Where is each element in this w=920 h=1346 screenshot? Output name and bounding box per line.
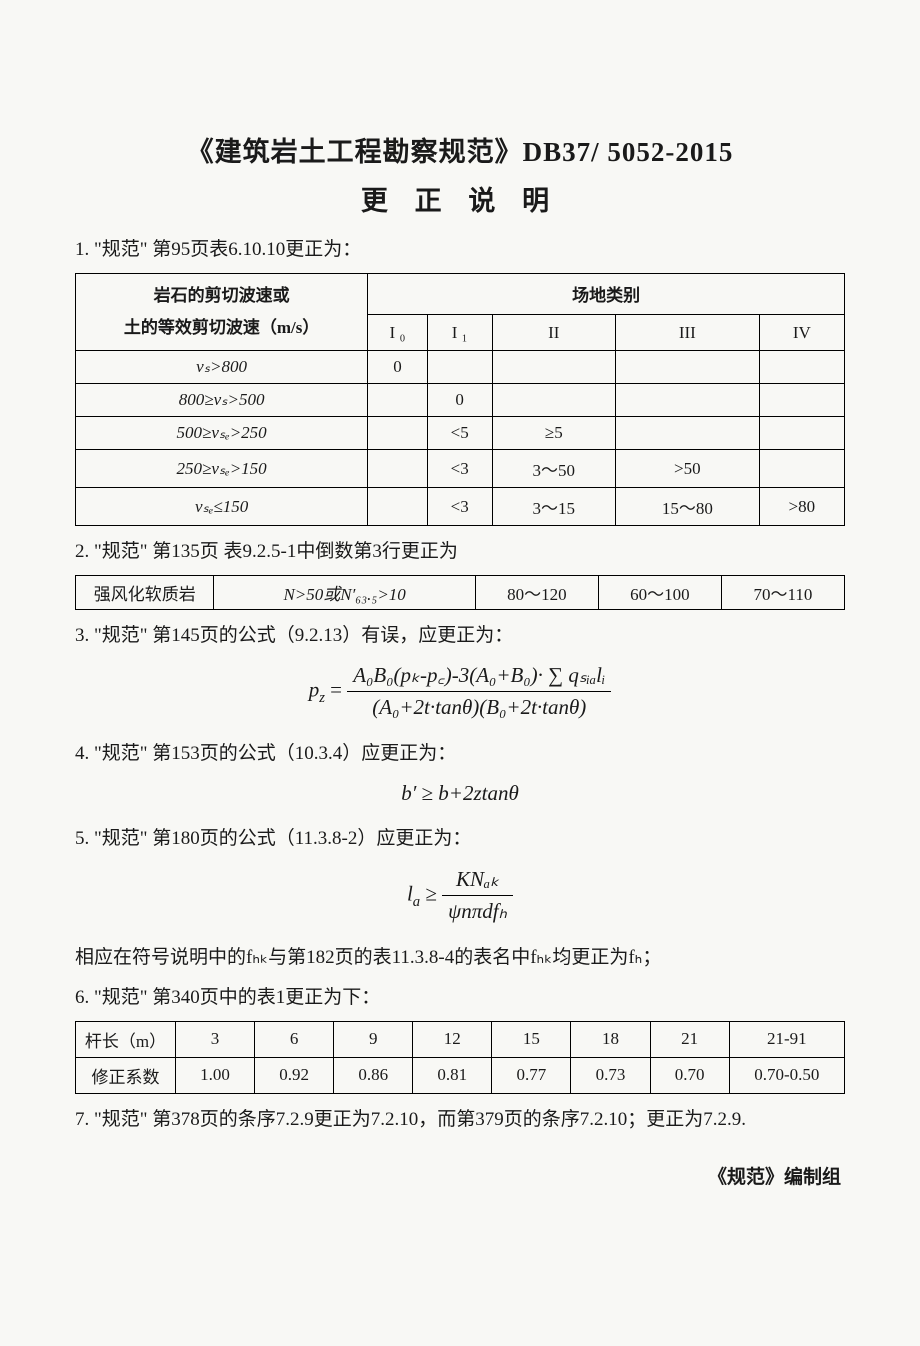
t1-r0-c1 [427, 351, 492, 384]
f3-num: A₀B₀(pₖ-p꜀)-3(A₀+B₀)· ∑ qₛᵢₐlᵢ [347, 662, 611, 692]
t3-r1-c8: 21-91 [729, 1021, 844, 1057]
formula-3: pz = A₀B₀(pₖ-p꜀)-3(A₀+B₀)· ∑ qₛᵢₐlᵢ (A₀+… [75, 662, 845, 722]
item-4-text: 4. "规范" 第153页的公式（10.3.4）应更正为： [75, 740, 845, 769]
t3-r2-c5: 0.77 [492, 1057, 571, 1093]
t1-row-2: 500≥vₛₑ>250 <5 ≥5 [76, 417, 845, 450]
f3-lhs: p [309, 678, 320, 702]
t1-r4-c4: >80 [759, 488, 844, 526]
t1-row-1: 800≥vₛ>500 0 [76, 384, 845, 417]
f5-num: KNₐₖ [442, 866, 513, 896]
t1-col-2: II [492, 315, 615, 351]
f5-lhs-sub: a [413, 894, 420, 910]
t1-col-4: IV [759, 315, 844, 351]
t1-r1-c2 [492, 384, 615, 417]
t1-r4-label: vₛₑ≤150 [76, 488, 368, 526]
t1-r1-c4 [759, 384, 844, 417]
table-2: 强风化软质岩 N>50或N′₆₃.₅>10 80～120 60～100 70～1… [75, 575, 845, 610]
t1-r1-label: 800≥vₛ>500 [76, 384, 368, 417]
item-2-text: 2. "规范" 第135页 表9.2.5-1中倒数第3行更正为 [75, 538, 845, 567]
signature: 《规范》编制组 [75, 1162, 845, 1189]
t1-r0-c3 [615, 351, 759, 384]
t3-r1-c7: 21 [650, 1021, 729, 1057]
t3-r2-c6: 0.73 [571, 1057, 650, 1093]
t1-r2-c2: ≥5 [492, 417, 615, 450]
t2-c4: 70～110 [721, 575, 844, 609]
t1-r1-c3 [615, 384, 759, 417]
t3-r1-c4: 12 [413, 1021, 492, 1057]
t3-r1-c6: 18 [571, 1021, 650, 1057]
t1-r0-c4 [759, 351, 844, 384]
t1-row-3: 250≥vₛₑ>150 <3 3～50 >50 [76, 450, 845, 488]
t1-r4-c1: <3 [427, 488, 492, 526]
t1-r2-c1: <5 [427, 417, 492, 450]
doc-title-main: 《建筑岩土工程勘察规范》DB37/ 5052-2015 [75, 130, 845, 169]
t3-r1-c1: 3 [175, 1021, 254, 1057]
t3-r2-c4: 0.81 [413, 1057, 492, 1093]
doc-title-sub: 更 正 说 明 [75, 179, 845, 218]
t3-r2-c7: 0.70 [650, 1057, 729, 1093]
t1-r4-c3: 15～80 [615, 488, 759, 526]
t1-r1-c1: 0 [427, 384, 492, 417]
t1-col-0: I ₀ [368, 315, 428, 351]
f3-lhs-sub: z [319, 690, 325, 706]
t1-col-3: III [615, 315, 759, 351]
t1-r3-c2: 3～50 [492, 450, 615, 488]
t1-hdr-left-line1: 岩石的剪切波速或 [154, 286, 290, 305]
item-6-text: 6. "规范" 第340页中的表1更正为下： [75, 984, 845, 1013]
t1-r0-label: vₛ>800 [76, 351, 368, 384]
t2-c3: 60～100 [598, 575, 721, 609]
f3-den: (A₀+2t·tanθ)(B₀+2t·tanθ) [347, 692, 611, 721]
t3-r1-c2: 6 [255, 1021, 334, 1057]
t1-r0-c2 [492, 351, 615, 384]
table-1: 岩石的剪切波速或 土的等效剪切波速（m/s） 场地类别 I ₀ I ₁ II I… [75, 273, 845, 527]
t1-r2-label: 500≥vₛₑ>250 [76, 417, 368, 450]
t1-r3-c4 [759, 450, 844, 488]
t1-r2-c3 [615, 417, 759, 450]
t1-r2-c4 [759, 417, 844, 450]
item-7-text: 7. "规范" 第378页的条序7.2.9更正为7.2.10，而第379页的条序… [75, 1106, 845, 1135]
t1-row-0: vₛ>800 0 [76, 351, 845, 384]
t3-r1-c5: 15 [492, 1021, 571, 1057]
t1-hdr-left-line2: 土的等效剪切波速（m/s） [124, 318, 320, 337]
t3-r2-c1: 1.00 [175, 1057, 254, 1093]
item-5-text: 5. "规范" 第180页的公式（11.3.8-2）应更正为： [75, 825, 845, 854]
t3-r2-c8: 0.70-0.50 [729, 1057, 844, 1093]
t3-r1-c0: 杆长（m） [76, 1021, 176, 1057]
t3-r2-c0: 修正系数 [76, 1057, 176, 1093]
f5-den: ψnπdfₕ [442, 896, 513, 925]
t1-r2-c0 [368, 417, 428, 450]
t3-r1-c3: 9 [334, 1021, 413, 1057]
t3-r2-c2: 0.92 [255, 1057, 334, 1093]
item-3-text: 3. "规范" 第145页的公式（9.2.13）有误，应更正为： [75, 622, 845, 651]
note-5: 相应在符号说明中的fₕₖ与第182页的表11.3.8-4的表名中fₕₖ均更正为f… [75, 944, 845, 973]
t2-c2: 80～120 [475, 575, 598, 609]
t1-row-4: vₛₑ≤150 <3 3～15 15～80 >80 [76, 488, 845, 526]
formula-4: b′ ≥ b+2ztanθ [75, 780, 845, 807]
document-page: 《建筑岩土工程勘察规范》DB37/ 5052-2015 更 正 说 明 1. "… [0, 0, 920, 1346]
t1-r4-c2: 3～15 [492, 488, 615, 526]
t1-r4-c0 [368, 488, 428, 526]
t1-r3-c0 [368, 450, 428, 488]
t1-r3-label: 250≥vₛₑ>150 [76, 450, 368, 488]
t2-c1: N>50或N′₆₃.₅>10 [214, 575, 475, 609]
formula-5: la ≥ KNₐₖ ψnπdfₕ [75, 866, 845, 926]
item-1-text: 1. "规范" 第95页表6.10.10更正为： [75, 236, 845, 265]
t3-r2-c3: 0.86 [334, 1057, 413, 1093]
t1-r3-c3: >50 [615, 450, 759, 488]
t1-col-1: I ₁ [427, 315, 492, 351]
t1-hdr-right: 场地类别 [368, 273, 845, 315]
table-3: 杆长（m） 3 6 9 12 15 18 21 21-91 修正系数 1.00 … [75, 1021, 845, 1094]
t2-c0: 强风化软质岩 [76, 575, 214, 609]
t1-r0-c0: 0 [368, 351, 428, 384]
t1-r3-c1: <3 [427, 450, 492, 488]
t1-r1-c0 [368, 384, 428, 417]
